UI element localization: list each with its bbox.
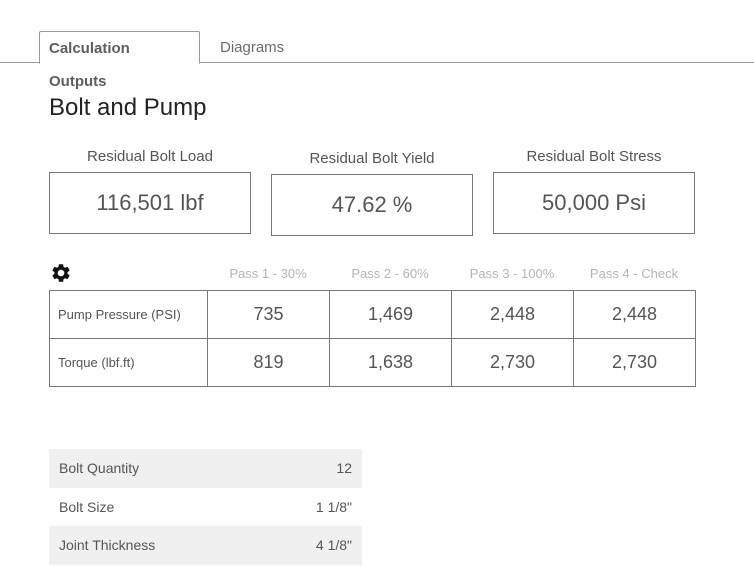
table-row-pump-pressure: Pump Pressure (PSI) 735 1,469 2,448 2,44…: [49, 290, 696, 339]
spec-label: Bolt Quantity: [59, 460, 140, 477]
table-cell: 2,448: [573, 290, 696, 339]
table-cell: 2,448: [451, 290, 574, 339]
pass-header-3: Pass 3 - 100%: [469, 266, 555, 281]
table-row-torque: Torque (lbf.ft) 819 1,638 2,730 2,730: [49, 338, 696, 387]
spec-value: 4 1/8": [315, 537, 352, 554]
metric-label: Residual Bolt Yield: [309, 150, 435, 167]
tab-diagrams[interactable]: Diagrams: [220, 39, 285, 56]
row-label: Torque (lbf.ft): [49, 338, 208, 387]
table-cell: 1,638: [329, 338, 452, 387]
tab-bar-divider: [0, 62, 754, 63]
metric-label: Residual Bolt Stress: [526, 148, 662, 165]
metric-residual-bolt-stress: Residual Bolt Stress 50,000 Psi: [493, 146, 695, 234]
metric-residual-bolt-load: Residual Bolt Load 116,501 lbf: [49, 146, 251, 234]
metric-residual-bolt-yield: Residual Bolt Yield 47.62 %: [271, 148, 473, 236]
spec-label: Bolt Size: [59, 498, 115, 515]
table-cell: 2,730: [451, 338, 574, 387]
metric-value: 116,501 lbf: [49, 172, 251, 234]
table-cell: 819: [207, 338, 330, 387]
spec-row-bolt-quantity: Bolt Quantity 12: [49, 449, 362, 488]
pass-table: Pump Pressure (PSI) 735 1,469 2,448 2,44…: [49, 290, 696, 387]
section-title: Bolt and Pump: [49, 94, 207, 121]
spec-row-bolt-size: Bolt Size 1 1/8": [49, 488, 362, 527]
specs-list: Bolt Quantity 12 Bolt Size 1 1/8" Joint …: [49, 449, 362, 565]
spec-value: 12: [336, 460, 352, 477]
tab-bar: Calculation Outputs Diagrams: [0, 0, 754, 90]
metric-label: Residual Bolt Load: [87, 148, 213, 165]
table-cell: 1,469: [329, 290, 452, 339]
metric-value: 50,000 Psi: [493, 172, 695, 234]
row-label: Pump Pressure (PSI): [49, 290, 208, 339]
spec-value: 1 1/8": [315, 498, 352, 515]
metric-value: 47.62 %: [271, 174, 473, 236]
spec-row-joint-thickness: Joint Thickness 4 1/8": [49, 526, 362, 565]
pass-header-4: Pass 4 - Check: [589, 266, 679, 281]
table-cell: 2,730: [573, 338, 696, 387]
pass-header-2: Pass 2 - 60%: [351, 266, 429, 281]
spec-label: Joint Thickness: [59, 537, 156, 554]
table-cell: 735: [207, 290, 330, 339]
tab-calculation-outputs[interactable]: Calculation Outputs: [39, 31, 200, 90]
gear-icon[interactable]: [50, 262, 72, 284]
pass-header-1: Pass 1 - 30%: [229, 266, 307, 281]
